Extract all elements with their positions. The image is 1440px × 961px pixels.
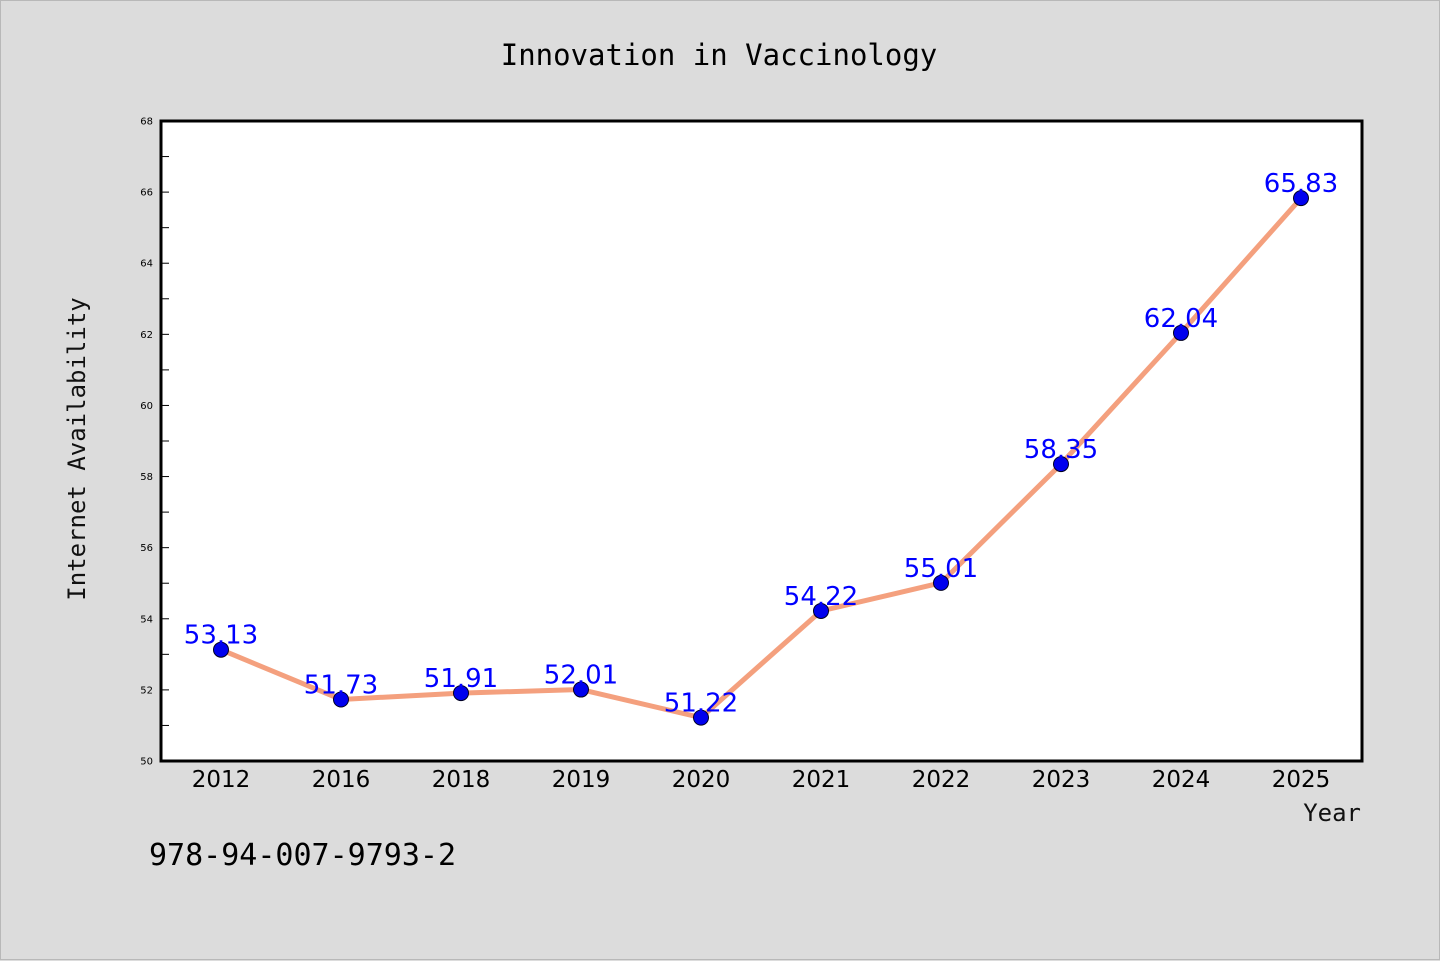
x-tick-label: 2019 xyxy=(552,767,611,793)
chart-title: Innovation in Vaccinology xyxy=(501,38,938,72)
x-tick-label: 2021 xyxy=(792,767,851,793)
data-point-marker xyxy=(213,641,229,658)
data-point-marker xyxy=(1053,456,1069,473)
data-point-marker xyxy=(573,681,589,698)
x-tick-label: 2023 xyxy=(1032,767,1091,793)
data-point-marker xyxy=(933,574,949,591)
y-tick-label: 52 xyxy=(140,685,153,696)
plot-area xyxy=(159,119,1364,763)
data-point-marker xyxy=(1293,190,1309,207)
data-label: 52.01 xyxy=(544,661,618,691)
data-point-marker xyxy=(693,709,709,726)
data-label: 54.22 xyxy=(784,582,858,612)
x-axis: 2012 2016 2018 2019 2020 2021 2022 2023 2024 2025 xyxy=(192,767,1331,793)
y-tick-label: 60 xyxy=(140,401,153,412)
data-label: 55.01 xyxy=(904,554,978,584)
x-tick-label: 2024 xyxy=(1152,767,1211,793)
data-label: 51.91 xyxy=(424,664,498,694)
data-label-group: 53.13 51.73 51.91 52.01 51.22 54.22 55.01 58.35… xyxy=(184,169,1338,718)
data-point-marker xyxy=(453,685,469,702)
y-tick-label: 62 xyxy=(140,330,153,341)
y-tick-label: 56 xyxy=(140,543,153,554)
x-tick-label: 2022 xyxy=(912,767,971,793)
y-axis: 50 52 54 56 58 60 62 64 66 68 xyxy=(140,117,169,768)
data-label: 58.35 xyxy=(1024,435,1098,465)
data-label: 51.22 xyxy=(664,689,738,719)
data-label: 53.13 xyxy=(184,621,258,651)
data-point-marker xyxy=(1173,324,1189,341)
y-tick-label: 54 xyxy=(140,614,153,625)
data-label: 51.73 xyxy=(304,670,378,700)
data-label: 62.04 xyxy=(1144,304,1218,334)
x-tick-label: 2016 xyxy=(312,767,371,793)
y-tick-label: 64 xyxy=(140,259,153,270)
x-tick-label: 2012 xyxy=(192,767,251,793)
footer-isbn: 978-94-007-9793-2 xyxy=(149,838,456,873)
x-tick-label: 2018 xyxy=(432,767,491,793)
series-line-group xyxy=(218,195,1304,721)
y-tick-label: 68 xyxy=(140,117,153,128)
marker-group xyxy=(213,190,1309,726)
x-tick-label: 2020 xyxy=(672,767,731,793)
data-point-marker xyxy=(333,691,349,708)
x-axis-title: Year xyxy=(1303,799,1361,827)
y-tick-label: 50 xyxy=(140,757,153,768)
y-axis-title: Internet Availability xyxy=(63,297,91,600)
data-label: 65.83 xyxy=(1264,169,1338,199)
y-tick-label: 66 xyxy=(140,188,153,199)
y-tick-label: 58 xyxy=(140,472,153,483)
series-line xyxy=(218,195,1304,721)
data-point-marker xyxy=(813,602,829,619)
x-tick-label: 2025 xyxy=(1272,767,1331,793)
